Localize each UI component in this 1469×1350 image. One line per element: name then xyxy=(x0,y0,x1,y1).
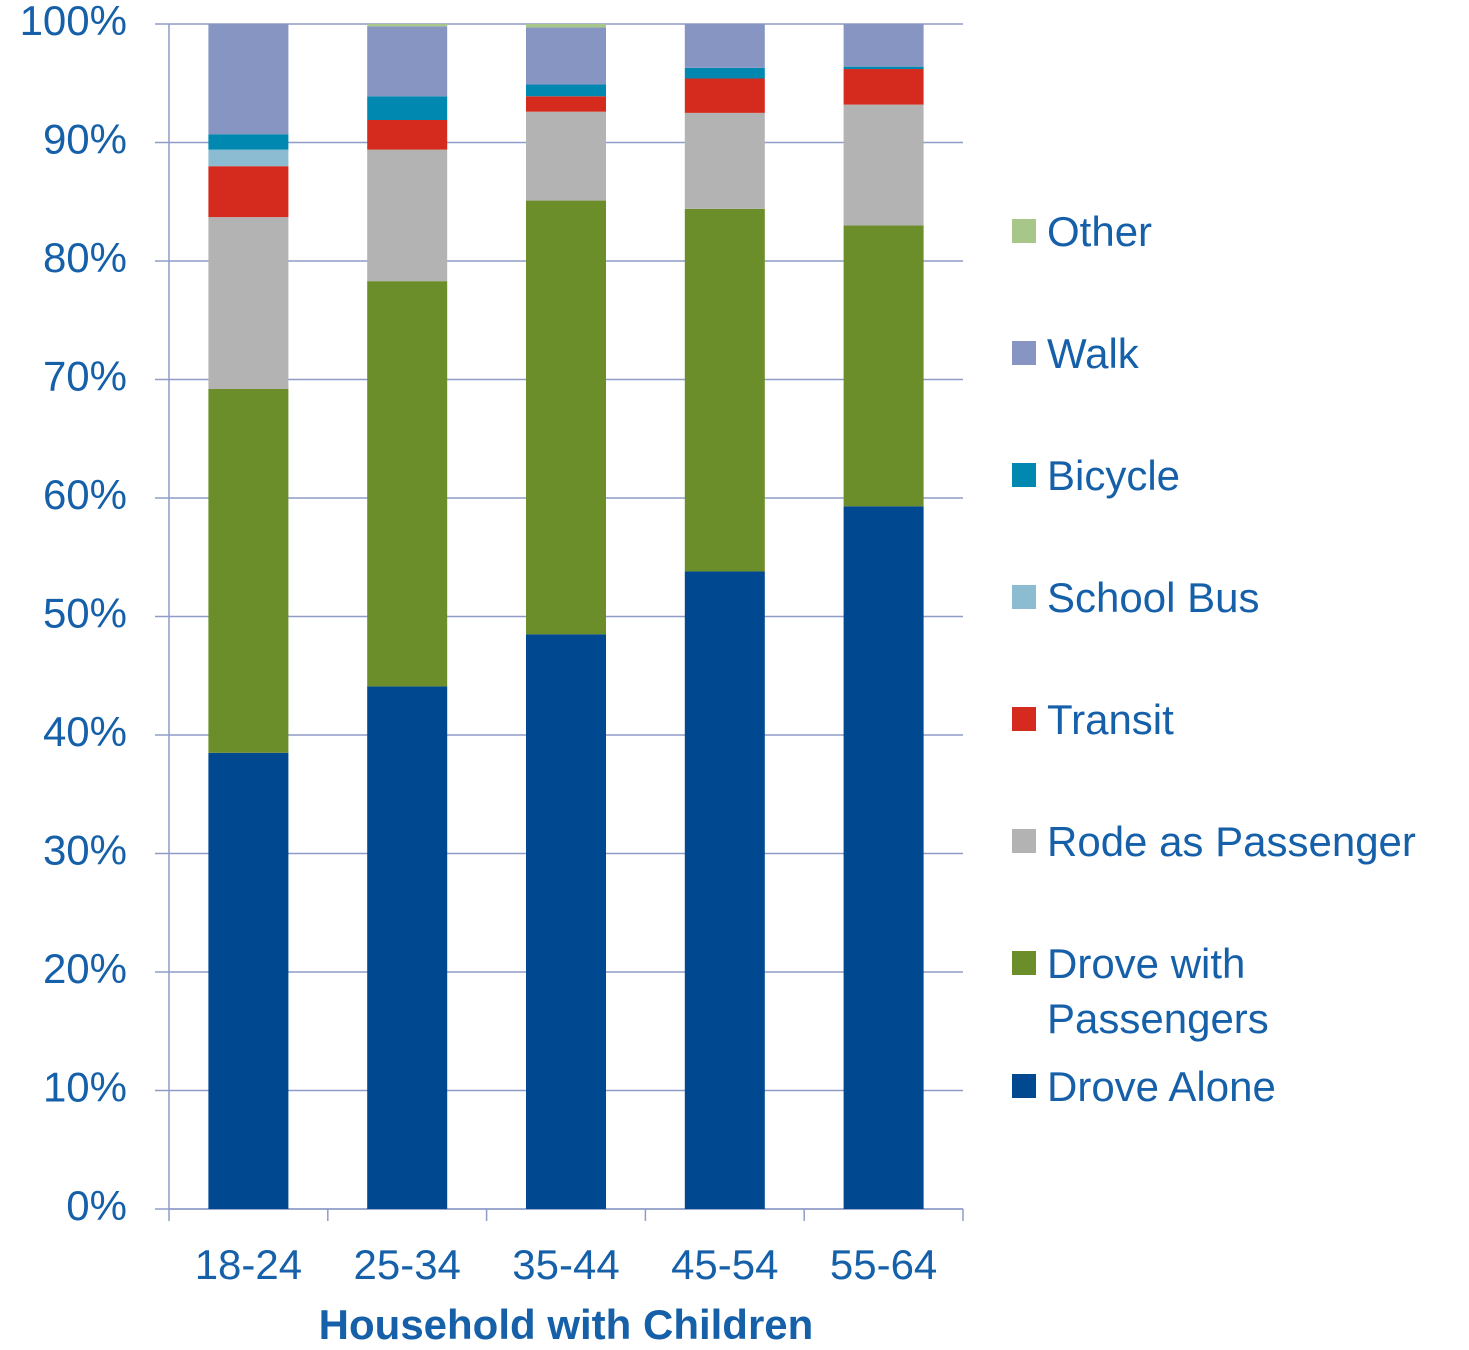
y-tick-label: 60% xyxy=(43,471,127,518)
bar-segment xyxy=(208,166,289,218)
bar-segment xyxy=(208,134,289,150)
bar-segment xyxy=(684,67,765,79)
x-tick-label: 25-34 xyxy=(353,1241,460,1288)
bar-segment xyxy=(843,24,924,67)
bar-segment xyxy=(208,149,289,167)
legend-label: Transit xyxy=(1047,696,1174,743)
legend-swatch xyxy=(1012,341,1036,365)
bar-segment xyxy=(526,24,606,28)
bar-segment xyxy=(208,752,289,1209)
y-tick-label: 20% xyxy=(43,945,127,992)
legend-swatch xyxy=(1012,829,1036,853)
legend-swatch xyxy=(1012,707,1036,731)
bar-segment xyxy=(843,66,924,70)
bar-segment xyxy=(526,634,606,1209)
bar-segment xyxy=(526,96,606,112)
x-axis-title: Household with Children xyxy=(319,1301,814,1348)
bar-segment xyxy=(208,24,289,135)
legend-label: Drove with Passengers xyxy=(1047,940,1269,1042)
bar-segment xyxy=(526,111,606,201)
bar-segment xyxy=(843,506,924,1209)
bar-segment xyxy=(843,104,924,226)
bar-segment xyxy=(367,281,448,687)
y-tick-label: 0% xyxy=(66,1182,127,1229)
legend-label: Drove Alone xyxy=(1047,1063,1276,1110)
legend-swatch xyxy=(1012,219,1036,243)
legend-label: School Bus xyxy=(1047,574,1260,621)
y-tick-label: 100% xyxy=(20,0,127,44)
bar-segment xyxy=(684,112,765,209)
legend-swatch xyxy=(1012,951,1036,975)
x-tick-label: 45-54 xyxy=(671,1241,778,1288)
legend-swatch xyxy=(1012,1074,1036,1098)
bar-segment xyxy=(367,96,448,120)
bar-segment xyxy=(684,78,765,113)
bar-segment xyxy=(526,27,606,85)
x-tick-label: 55-64 xyxy=(830,1241,937,1288)
legend-swatch xyxy=(1012,463,1036,487)
legend-label: Other xyxy=(1047,208,1153,255)
y-tick-label: 50% xyxy=(43,590,127,637)
bar-segment xyxy=(367,26,448,97)
bar-segment xyxy=(526,84,606,97)
legend-label: Rode as Passenger xyxy=(1047,818,1416,865)
x-tick-label: 35-44 xyxy=(512,1241,619,1288)
y-tick-label: 70% xyxy=(43,353,127,400)
bar-segment xyxy=(367,24,448,27)
y-tick-label: 10% xyxy=(43,1064,127,1111)
y-tick-label: 30% xyxy=(43,827,127,874)
bar-segment xyxy=(843,69,924,105)
bar-segment xyxy=(367,686,448,1209)
y-tick-label: 80% xyxy=(43,234,127,281)
bar-segment xyxy=(367,119,448,150)
bar-segment xyxy=(208,388,289,753)
x-tick-label: 18-24 xyxy=(195,1241,302,1288)
y-tick-label: 40% xyxy=(43,708,127,755)
bar-segment xyxy=(684,208,765,572)
bar-segment xyxy=(684,24,765,68)
bar-segment xyxy=(684,571,765,1209)
bar-segment xyxy=(526,200,606,635)
bar-segment xyxy=(208,217,289,389)
legend-label: Walk xyxy=(1047,330,1139,377)
bar-segment xyxy=(367,149,448,282)
legend-label: Bicycle xyxy=(1047,452,1181,499)
bar-segment xyxy=(843,225,924,507)
y-tick-label: 90% xyxy=(43,116,127,163)
legend-swatch xyxy=(1012,585,1036,609)
